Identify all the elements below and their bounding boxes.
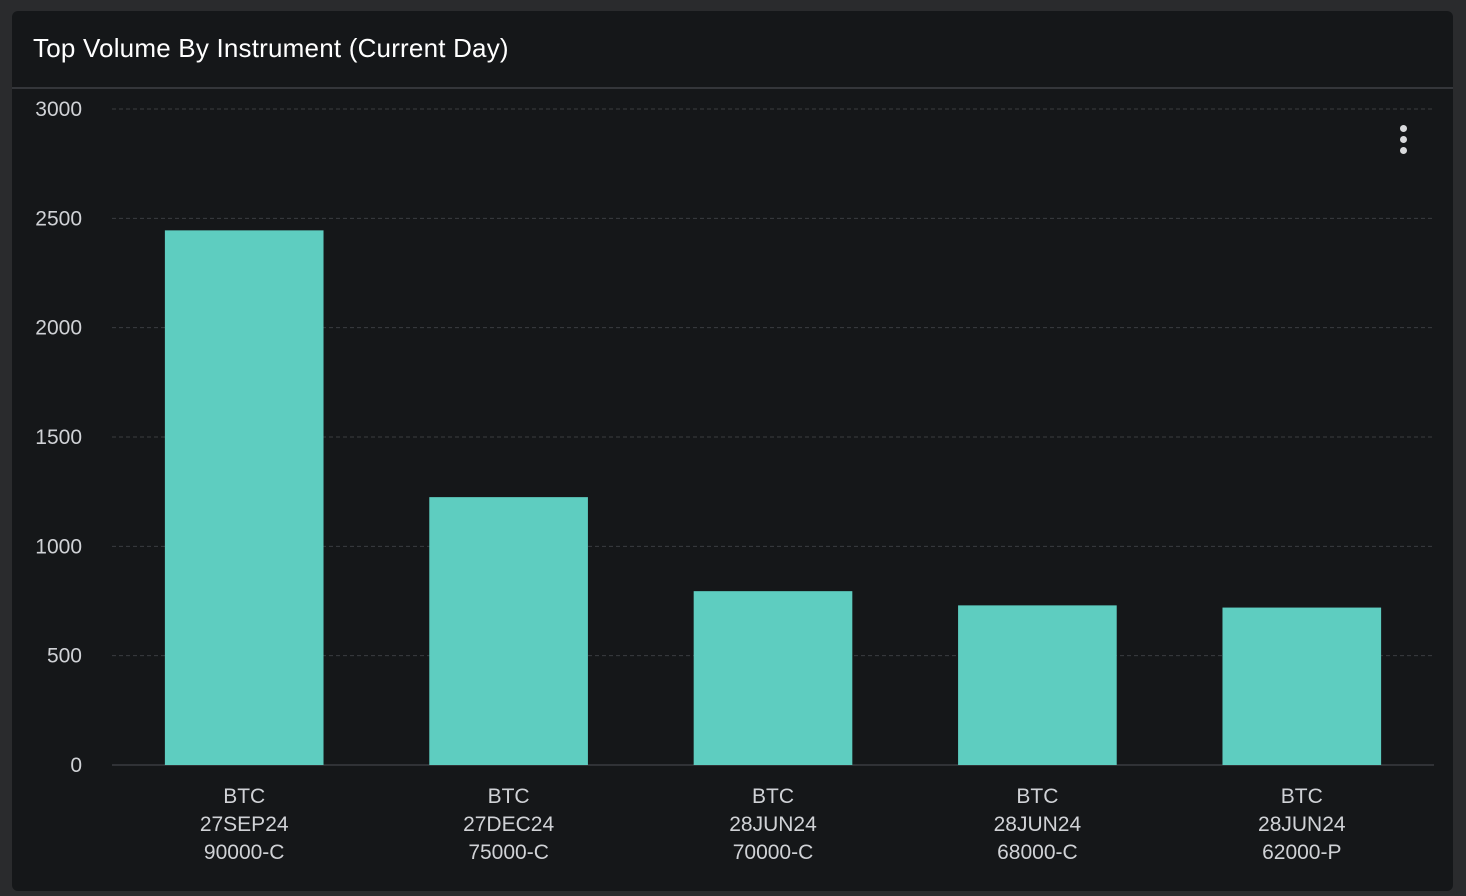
- chart-menu-button[interactable]: [1391, 121, 1417, 159]
- x-category-label-line: 28JUN24: [1258, 813, 1346, 836]
- vertical-ellipsis-icon: [1400, 125, 1407, 132]
- bar[interactable]: [693, 591, 853, 765]
- grid-lines: [112, 108, 1434, 766]
- bar[interactable]: [1222, 607, 1382, 765]
- x-category-label-line: 90000-C: [204, 841, 285, 864]
- panel-header: Top Volume By Instrument (Current Day): [12, 11, 1453, 89]
- panel-title: Top Volume By Instrument (Current Day): [33, 33, 509, 63]
- x-category-label-line: 28JUN24: [729, 813, 817, 836]
- y-tick-label: 1500: [35, 426, 82, 449]
- x-category-label-line: 27SEP24: [200, 813, 289, 836]
- x-category-label-line: BTC: [1016, 785, 1058, 808]
- x-category-label: BTC 28JUN24 68000-C: [994, 785, 1082, 864]
- y-tick-label: 1000: [35, 535, 82, 558]
- y-tick-label: 3000: [35, 98, 82, 121]
- x-category-label-line: 27DEC24: [463, 813, 554, 836]
- bar[interactable]: [958, 605, 1117, 765]
- x-category-label: BTC 27DEC24 75000-C: [463, 785, 554, 864]
- y-axis-ticks: 0 500 1000 1500 2000 2500 3000: [35, 98, 82, 777]
- y-tick-label: 2500: [35, 207, 82, 230]
- chart-panel: Top Volume By Instrument (Current Day) 0…: [12, 11, 1453, 891]
- x-category-label-line: BTC: [488, 785, 530, 808]
- x-category-label: BTC 28JUN24 62000-P: [1258, 785, 1346, 864]
- x-category-label: BTC 27SEP24 90000-C: [200, 785, 289, 864]
- bar[interactable]: [164, 230, 324, 766]
- x-category-label-line: 28JUN24: [994, 813, 1082, 836]
- y-tick-label: 500: [47, 645, 82, 668]
- x-category-label-line: BTC: [223, 785, 265, 808]
- x-category-label-line: 62000-P: [1262, 841, 1341, 864]
- x-category-label: BTC 28JUN24 70000-C: [729, 785, 817, 864]
- vertical-ellipsis-icon-dot: [1400, 136, 1407, 143]
- x-category-label-line: BTC: [752, 785, 794, 808]
- bars: [164, 230, 1382, 766]
- y-tick-label: 0: [70, 754, 82, 777]
- bar-chart: 0 500 1000 1500 2000 2500 3000 BTC 27SEP24 90000…: [35, 98, 1434, 864]
- vertical-ellipsis-icon-dot: [1400, 147, 1407, 154]
- x-axis-labels: BTC 27SEP24 90000-C BTC 27DEC24 75000-C BTC 28J…: [200, 785, 1346, 864]
- x-category-label-line: 68000-C: [997, 841, 1078, 864]
- x-category-label-line: 70000-C: [733, 841, 814, 864]
- bar[interactable]: [429, 497, 588, 765]
- y-tick-label: 2000: [35, 317, 82, 340]
- x-category-label-line: BTC: [1281, 785, 1323, 808]
- x-category-label-line: 75000-C: [468, 841, 549, 864]
